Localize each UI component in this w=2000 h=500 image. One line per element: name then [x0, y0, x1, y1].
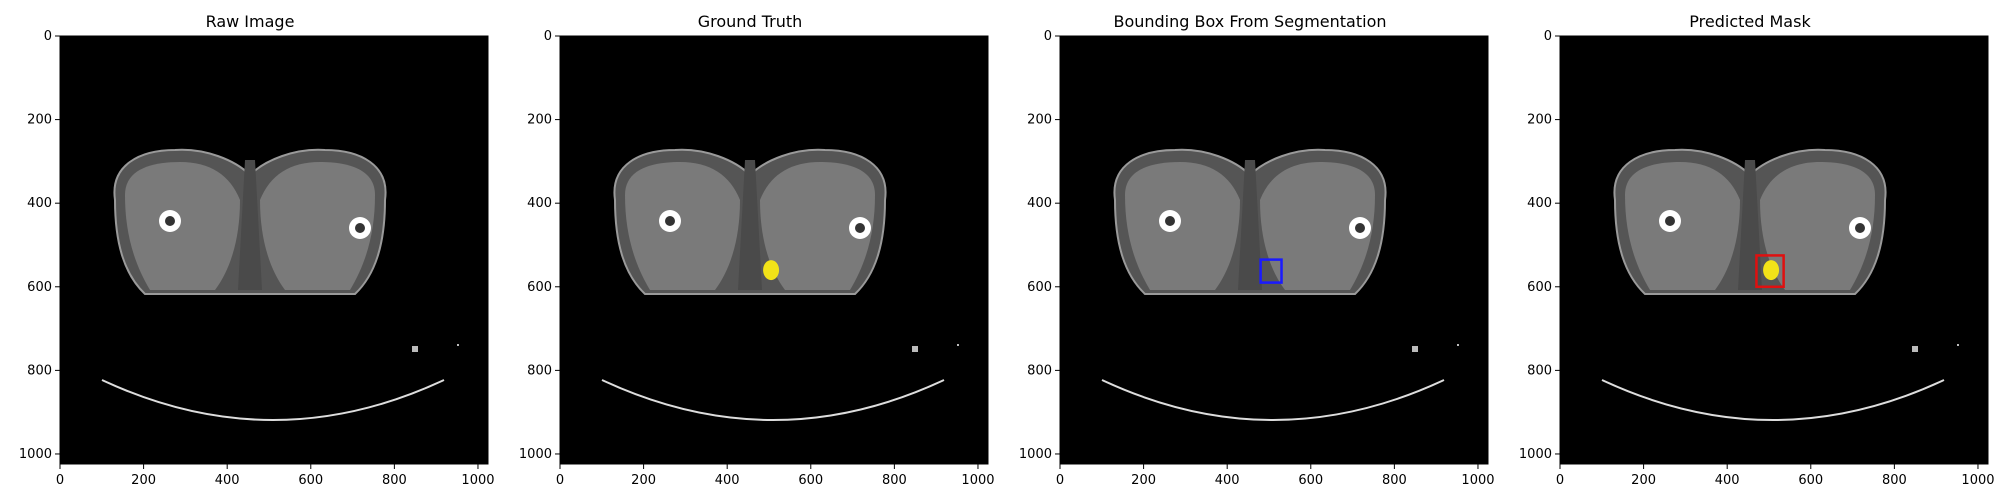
panel-raw-image: Raw Image 0 200 400 600 800 1000 0 200 400 600 80… [0, 0, 500, 500]
ct-image [1060, 36, 1488, 464]
x-tick-label: 600 [298, 473, 323, 488]
panel-bounding-box: Bounding Box From Segmentation 0 200 400 60… [1000, 0, 1500, 500]
panel-ground-truth: Ground Truth 0 200 400 600 800 1000 0 200 400 60… [500, 0, 1000, 500]
body-cross-section [1113, 148, 1387, 295]
x-tick-label: 1000 [461, 473, 494, 488]
y-tick-label: 0 [1044, 29, 1052, 44]
ct-plot: 0 200 400 600 800 1000 0 200 400 600 800 1000 [19, 29, 495, 488]
bounding-box [1259, 258, 1283, 284]
x-tick-label: 0 [1556, 473, 1564, 488]
panel-title: Raw Image [205, 12, 295, 31]
body-cross-section [113, 148, 387, 295]
x-tick-label: 600 [798, 473, 823, 488]
axes [559, 35, 989, 465]
x-tick-label: 800 [1382, 473, 1407, 488]
panel-title: Predicted Mask [1689, 12, 1811, 31]
overlay-layer [763, 260, 780, 281]
x-tick-label: 1000 [961, 473, 994, 488]
y-axis-ticks: 0 200 400 600 800 1000 [1519, 29, 1560, 462]
y-tick-label: 1000 [1019, 447, 1052, 462]
x-tick-label: 400 [1215, 473, 1240, 488]
y-tick-label: 600 [527, 280, 552, 295]
x-tick-label: 400 [1715, 473, 1740, 488]
ct-plot: 0 200 400 600 800 1000 0 200 400 600 800 1000 [519, 29, 995, 488]
y-tick-label: 1000 [519, 447, 552, 462]
y-tick-label: 200 [1027, 113, 1052, 128]
y-tick-label: 400 [1527, 196, 1552, 211]
x-tick-label: 1000 [1961, 473, 1994, 488]
panel-title: Ground Truth [697, 12, 803, 31]
overlay-layer [1755, 254, 1785, 289]
x-tick-label: 0 [1056, 473, 1064, 488]
panel-title: Bounding Box From Segmentation [1113, 12, 1387, 31]
y-axis-ticks: 0 200 400 600 800 1000 [1019, 29, 1060, 462]
x-tick-label: 200 [131, 473, 156, 488]
x-tick-label: 0 [56, 473, 64, 488]
x-tick-label: 1000 [1461, 473, 1494, 488]
x-tick-label: 800 [882, 473, 907, 488]
axes [59, 35, 489, 465]
body-cross-section [613, 148, 887, 295]
y-tick-label: 0 [544, 29, 552, 44]
ct-image [560, 36, 988, 464]
y-tick-label: 0 [1544, 29, 1552, 44]
x-axis-ticks: 0 200 400 600 800 1000 [556, 464, 995, 488]
x-tick-label: 0 [556, 473, 564, 488]
y-tick-label: 400 [527, 196, 552, 211]
x-axis-ticks: 0 200 400 600 800 1000 [1056, 464, 1495, 488]
x-tick-label: 400 [715, 473, 740, 488]
body-cross-section [1613, 148, 1887, 295]
y-tick-label: 800 [527, 363, 552, 378]
y-tick-label: 400 [1027, 196, 1052, 211]
panel-predicted-mask: Predicted Mask 0 200 400 600 800 1000 0 200 400… [1500, 0, 2000, 500]
y-tick-label: 800 [1027, 363, 1052, 378]
y-tick-label: 400 [27, 196, 52, 211]
axes [1559, 35, 1989, 465]
ct-plot: 0 200 400 600 800 1000 0 200 400 600 800 1000 [1519, 29, 1995, 488]
y-tick-label: 1000 [1519, 447, 1552, 462]
x-axis-ticks: 0 200 400 600 800 1000 [1556, 464, 1995, 488]
y-tick-label: 200 [27, 113, 52, 128]
axes [1059, 35, 1489, 465]
x-tick-label: 200 [631, 473, 656, 488]
x-tick-label: 200 [1631, 473, 1656, 488]
x-tick-label: 800 [1882, 473, 1907, 488]
y-tick-label: 800 [27, 363, 52, 378]
y-tick-label: 0 [44, 29, 52, 44]
x-tick-label: 200 [1131, 473, 1156, 488]
x-tick-label: 600 [1298, 473, 1323, 488]
y-tick-label: 600 [1527, 280, 1552, 295]
y-tick-label: 1000 [19, 447, 52, 462]
ct-image [1560, 36, 1988, 464]
predicted-bounding-box [1755, 254, 1785, 289]
y-tick-label: 600 [1027, 280, 1052, 295]
ct-image [60, 36, 488, 464]
y-tick-label: 200 [1527, 113, 1552, 128]
ct-plot: 0 200 400 600 800 1000 0 200 400 600 800 1000 [1019, 29, 1495, 488]
y-tick-label: 800 [1527, 363, 1552, 378]
y-axis-ticks: 0 200 400 600 800 1000 [19, 29, 60, 462]
y-axis-ticks: 0 200 400 600 800 1000 [519, 29, 560, 462]
x-tick-label: 400 [215, 473, 240, 488]
x-tick-label: 800 [382, 473, 407, 488]
segmentation-mask [763, 260, 780, 281]
overlay-layer [1259, 258, 1283, 284]
segmentation-mask [1763, 260, 1780, 281]
y-tick-label: 200 [527, 113, 552, 128]
x-axis-ticks: 0 200 400 600 800 1000 [56, 464, 495, 488]
x-tick-label: 600 [1798, 473, 1823, 488]
y-tick-label: 600 [27, 280, 52, 295]
